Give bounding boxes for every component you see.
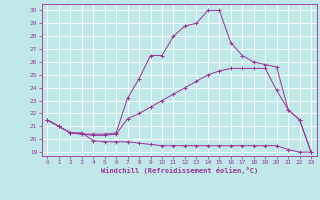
X-axis label: Windchill (Refroidissement éolien,°C): Windchill (Refroidissement éolien,°C) xyxy=(100,167,258,174)
